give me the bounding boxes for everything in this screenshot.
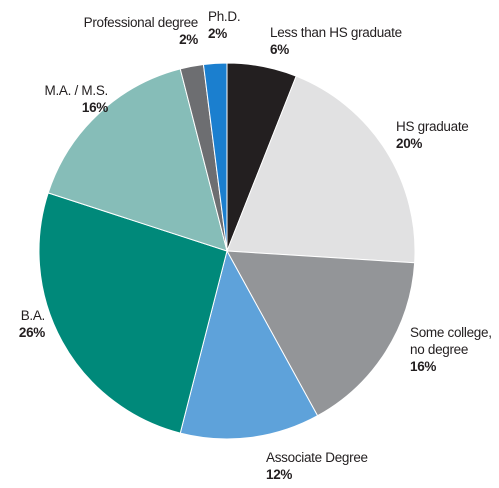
value-label: 16% xyxy=(410,359,437,374)
category-label: B.A. xyxy=(20,308,46,323)
category-label: HS graduate xyxy=(396,119,469,134)
pie-slice xyxy=(226,75,416,264)
value-label: 20% xyxy=(396,136,423,151)
value-label: 16% xyxy=(81,100,108,115)
slice-label: M.A. / M.S. 16% xyxy=(8,82,109,116)
pie-slice xyxy=(38,192,228,434)
category-label: Some college, no degree xyxy=(410,325,492,357)
slice-label: Ph.D. 2% xyxy=(208,8,268,42)
slice-label: B.A. 26% xyxy=(0,307,45,341)
slice-label: Associate Degree 12% xyxy=(266,449,416,483)
pie-slice xyxy=(226,250,416,417)
category-label: Less than HS graduate xyxy=(270,25,402,40)
pie-slice xyxy=(202,62,228,252)
pie-slice xyxy=(47,68,228,252)
slice-label: Some college, no degree 16% xyxy=(410,324,498,375)
value-label: 12% xyxy=(266,467,293,482)
category-label: Associate Degree xyxy=(266,450,368,465)
slice-label: Less than HS graduate 6% xyxy=(270,24,440,58)
category-label: Professional degree xyxy=(83,15,199,30)
slice-label: HS graduate 20% xyxy=(396,118,496,152)
pie-slice xyxy=(179,249,319,440)
slice-label: Professional degree 2% xyxy=(48,14,199,48)
value-label: 2% xyxy=(179,32,198,47)
value-label: 2% xyxy=(208,26,227,41)
value-label: 26% xyxy=(18,325,45,340)
value-label: 6% xyxy=(270,42,289,57)
category-label: Ph.D. xyxy=(208,9,241,24)
category-label: M.A. / M.S. xyxy=(44,83,109,98)
